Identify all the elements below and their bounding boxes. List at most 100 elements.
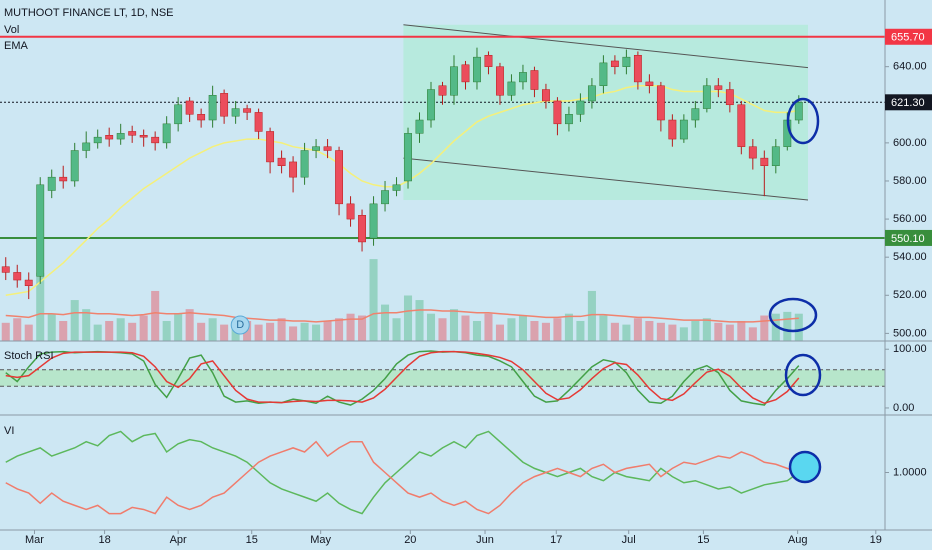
volume-bar (760, 315, 769, 341)
volume-bar (300, 322, 309, 341)
candle-body (404, 133, 412, 182)
volume-bar (323, 320, 332, 341)
candle-body (656, 85, 665, 121)
candle-body (82, 142, 91, 151)
plot-area: D (0, 24, 885, 515)
candle-body (415, 119, 424, 134)
volume-bar (381, 304, 390, 341)
volume-bar (105, 320, 114, 341)
volume-bar (358, 315, 367, 341)
volume-bar (679, 327, 688, 341)
dividend-label: D (236, 319, 244, 331)
x-tick-label: May (310, 534, 331, 546)
y-tick-label: 600.00 (893, 137, 927, 149)
volume-bar (369, 259, 378, 341)
volume-bar (484, 313, 493, 341)
level-tag (885, 28, 932, 45)
candle-body (392, 184, 401, 191)
candle-body (59, 176, 68, 182)
candle-body (358, 215, 366, 243)
volume-bar (656, 322, 665, 341)
x-tick-label: Mar (25, 534, 44, 546)
vi-label: VI (4, 425, 14, 437)
volume-bar (518, 315, 527, 341)
y-tick-label: 100.00 (893, 343, 927, 355)
volume-bar (737, 320, 746, 341)
volume-bar (426, 313, 436, 341)
candle-body (139, 135, 148, 138)
candle-body (162, 123, 171, 144)
volume-bar (220, 324, 229, 341)
volume-bar (185, 309, 194, 341)
candle-body (266, 131, 275, 163)
volume-bar (1, 322, 10, 341)
volume-bar (208, 318, 217, 341)
volume-bar (151, 290, 160, 341)
candle-body (47, 176, 56, 191)
volume-bar (266, 322, 275, 341)
y-tick-label: 540.00 (893, 251, 927, 263)
candle-body (576, 100, 585, 115)
channel-line (403, 24, 809, 69)
volume-bar (610, 322, 619, 341)
candle-body (105, 135, 114, 140)
candle-body (679, 119, 688, 140)
candle-body (116, 133, 125, 140)
candle-body (668, 119, 677, 140)
volume-bar (59, 320, 68, 341)
candle-body (208, 95, 217, 121)
highlight-ellipse (786, 97, 820, 145)
volume-bar (748, 327, 757, 341)
volume-bar (93, 324, 102, 341)
candle-body (300, 150, 309, 178)
candle-body (691, 108, 700, 121)
volume-bar (312, 324, 321, 341)
candle-body (381, 190, 389, 205)
stoch-label: Stoch RSI (4, 350, 54, 362)
y-tick-label: 0.00 (893, 402, 914, 414)
candle-body (450, 66, 458, 96)
volume-bar (277, 318, 286, 341)
volume-bar (174, 313, 183, 341)
volume-bar (392, 318, 401, 341)
y-tick-label: 520.00 (893, 289, 927, 301)
candle-body (323, 146, 332, 151)
volume-bar (403, 295, 413, 341)
x-tick-label: 18 (98, 534, 110, 546)
candle-body (725, 89, 734, 106)
volume-bar (254, 324, 263, 341)
candle-body (507, 81, 516, 96)
channel-line (403, 157, 809, 201)
volume-bar (116, 318, 125, 341)
candle-body (748, 146, 757, 159)
vi-line (5, 440, 800, 515)
x-tick-label: Aug (788, 534, 808, 546)
candle-body (542, 89, 550, 102)
volume-bar (162, 320, 171, 341)
annotations (768, 97, 822, 484)
candle-body (277, 157, 286, 166)
x-tick-label: Apr (170, 534, 187, 546)
volume-bar (564, 313, 573, 341)
candle-body (565, 114, 573, 125)
volume-bar (495, 324, 504, 341)
volume-bar (668, 324, 677, 341)
level-label: 655.70 (891, 32, 925, 44)
candle-body (335, 150, 343, 205)
x-tick-label: 19 (870, 534, 882, 546)
highlight-ellipse (788, 450, 822, 484)
volume-bar (702, 318, 711, 341)
level-label: 621.30 (891, 97, 925, 109)
volume-bar (714, 322, 723, 341)
y-tick-label: 640.00 (893, 61, 927, 73)
volume-bar (472, 320, 482, 341)
candle-body (587, 85, 596, 102)
candle-body (737, 104, 746, 147)
candle-body (427, 89, 435, 121)
candle-body (231, 108, 240, 117)
stoch-line (5, 350, 800, 405)
candle-body (484, 54, 493, 67)
channel-fill (403, 24, 808, 201)
candle-body (760, 157, 769, 166)
